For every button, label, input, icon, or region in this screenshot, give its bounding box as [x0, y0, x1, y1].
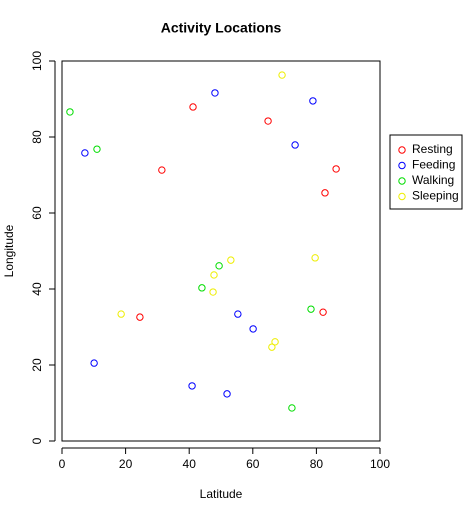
point — [332, 165, 340, 173]
legend-marker — [398, 161, 406, 170]
y-tick-label: 60 — [30, 206, 44, 220]
point — [321, 189, 329, 197]
point — [264, 117, 272, 125]
legend-box — [389, 134, 463, 210]
point — [309, 97, 317, 105]
x-tick-label: 20 — [119, 457, 133, 471]
point — [311, 254, 319, 262]
point — [198, 284, 206, 292]
legend-marker — [398, 177, 406, 185]
chart-title: Activity Locations — [161, 20, 282, 36]
point — [271, 338, 279, 346]
point — [93, 145, 101, 153]
point — [189, 103, 197, 111]
y-tick-label: 100 — [30, 51, 44, 71]
point — [319, 308, 327, 316]
point — [158, 166, 166, 174]
point — [291, 141, 299, 149]
point — [210, 271, 218, 279]
legend-label: Resting — [412, 142, 453, 156]
point — [288, 404, 296, 412]
x-tick-label: 0 — [59, 457, 66, 471]
point — [90, 359, 98, 367]
x-tick-label: 80 — [310, 457, 324, 471]
point — [136, 313, 144, 321]
point — [81, 149, 89, 157]
plot-frame — [61, 60, 381, 442]
x-tick-label: 100 — [370, 457, 390, 471]
y-tick-label: 0 — [30, 437, 44, 444]
x-axis-label: Latitude — [200, 487, 243, 501]
point — [117, 310, 125, 318]
point — [268, 343, 276, 351]
legend-marker — [398, 146, 406, 154]
x-tick-label: 60 — [246, 457, 260, 471]
point — [215, 262, 223, 270]
point — [227, 256, 235, 264]
point — [278, 71, 286, 79]
y-tick-label: 20 — [30, 358, 44, 372]
point — [234, 310, 242, 318]
point — [307, 305, 315, 313]
legend-marker — [398, 192, 406, 201]
legend-label: Feeding — [412, 158, 455, 172]
point — [249, 325, 257, 333]
legend-label: Sleeping — [412, 189, 459, 203]
point — [188, 382, 196, 390]
y-tick-label: 80 — [30, 130, 44, 144]
y-tick-label: 40 — [30, 282, 44, 296]
point — [223, 390, 231, 398]
legend-label: Walking — [412, 173, 454, 187]
y-axis-label: Longitude — [2, 224, 16, 277]
point — [209, 288, 217, 296]
x-tick-label: 40 — [183, 457, 197, 471]
point — [66, 108, 74, 116]
point — [211, 89, 219, 97]
